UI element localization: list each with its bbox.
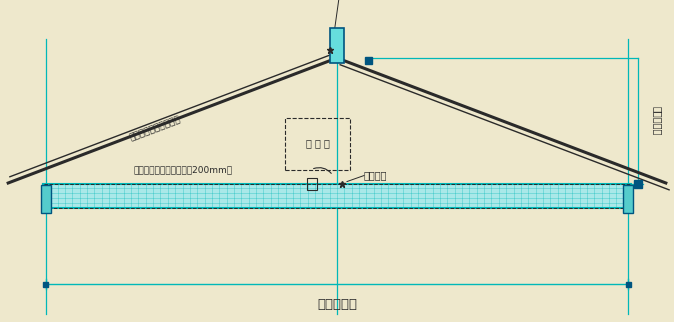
Bar xyxy=(623,185,633,213)
Text: 約１６００: 約１６００ xyxy=(652,106,662,136)
Bar xyxy=(330,28,344,63)
Bar xyxy=(43,184,631,208)
Bar xyxy=(41,185,51,213)
Text: 天井断熱（ブローイング200mm）: 天井断熱（ブローイング200mm） xyxy=(133,165,233,174)
Bar xyxy=(307,177,317,190)
Bar xyxy=(365,57,372,64)
Bar xyxy=(43,184,631,208)
Bar xyxy=(625,281,631,287)
Bar xyxy=(634,180,642,187)
Text: 妻 換 気: 妻 換 気 xyxy=(305,138,330,148)
Bar xyxy=(43,281,49,287)
Text: ６，３７０: ６，３７０ xyxy=(317,298,357,310)
Bar xyxy=(285,118,350,170)
Text: 測定点２: 測定点２ xyxy=(364,171,388,181)
Text: 屋根：がんぶり心模板: 屋根：がんぶり心模板 xyxy=(128,115,181,143)
